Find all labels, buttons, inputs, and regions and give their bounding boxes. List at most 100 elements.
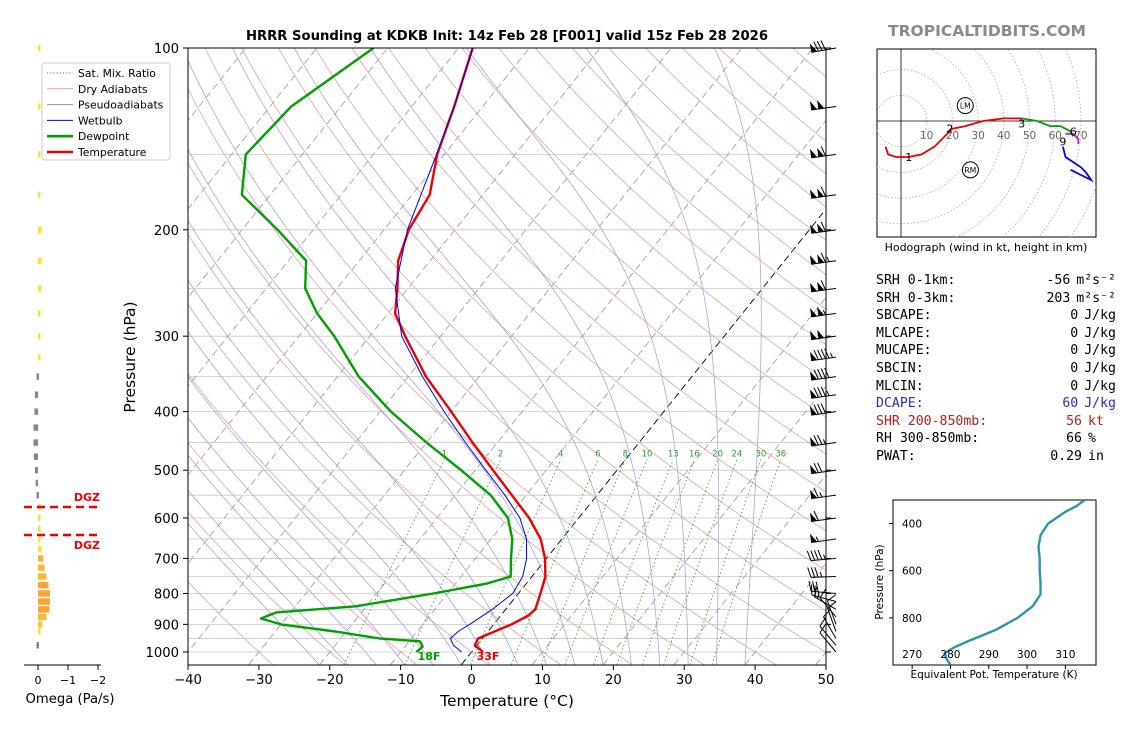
theta-e-ylabel: Pressure (hPa) [874, 544, 886, 619]
barb-flag [820, 146, 826, 157]
omega-bar [36, 491, 39, 499]
omega-bar [33, 453, 38, 460]
mixing-ratio-label: 13 [668, 449, 679, 459]
parameter-value: 0 [1070, 343, 1079, 359]
barb-flag [810, 550, 816, 561]
barb-flag [807, 567, 812, 578]
dry-adiabat-line [461, 48, 826, 381]
barb-pennant [809, 330, 817, 340]
chart-legend: Sat. Mix. Ratio Dry Adiabats Pseudoadiabat… [41, 62, 171, 161]
pseudoadiabat-line [370, 48, 661, 665]
barb-flag [827, 594, 837, 602]
barb-pennant [809, 437, 817, 447]
x-axis-label: Temperature (°C) [439, 692, 574, 710]
mixing-ratio-label: 36 [775, 449, 786, 459]
barb-flag [813, 510, 819, 521]
barb-half-flag [816, 593, 820, 599]
parameter-value: 56 [1066, 413, 1082, 429]
wind-barb [823, 608, 837, 639]
parameter-unit: m²s⁻² [1076, 273, 1116, 288]
barb-flag [817, 368, 823, 379]
omega-bar [38, 226, 42, 234]
barb-flag [813, 404, 819, 415]
wind-barb [809, 348, 837, 362]
mixing-ratio-label: 30 [756, 449, 767, 459]
barb-pennant [809, 224, 817, 234]
isotherm-line [188, 48, 601, 565]
mixing-ratio-label: 4 [558, 449, 563, 459]
parameter-unit: m²s⁻² [1076, 290, 1116, 306]
wind-barb [809, 533, 837, 543]
barb-pennant [809, 464, 817, 474]
y-tick-label: 1000 [145, 646, 179, 661]
omega-bar [38, 581, 49, 589]
isotherm-line [319, 48, 814, 665]
hodograph-height-label: 6 [1070, 125, 1077, 138]
omega-bar [33, 424, 38, 431]
omega-bar [38, 353, 41, 361]
barb-flag [806, 550, 812, 561]
barb-pennant [809, 101, 817, 111]
theta-e-x-tick-label: 310 [1055, 649, 1075, 661]
parameter-value: 0 [1070, 360, 1079, 376]
parameter-row: DCAPE: 60 J/kg [876, 395, 1116, 413]
barb-flag [819, 623, 827, 634]
dry-adiabat-line [424, 48, 826, 418]
barb-flag [817, 403, 823, 414]
wind-barb [809, 367, 837, 381]
x-tick-label: −20 [316, 673, 344, 688]
parameter-row: SHR 200-850mb: 56 kt [876, 413, 1116, 431]
omega-tick-label: −1 [60, 674, 76, 687]
parameter-unit: J/kg [1084, 308, 1116, 324]
legend-label: Pseudoadiabats [78, 99, 164, 112]
omega-bar [35, 479, 39, 487]
barb-half-flag [826, 390, 830, 396]
wind-barb [809, 386, 837, 399]
barb-flag [819, 588, 827, 599]
pseudoadiabat-line [188, 417, 405, 665]
omega-bar [38, 564, 45, 571]
storm-motion-marker [961, 161, 979, 179]
omega-axis-label: Omega (Pa/s) [25, 692, 114, 707]
dry-adiabat-line [188, 581, 274, 665]
theta-e-x-tick-label: 270 [902, 649, 922, 661]
mixing-ratio-label: 20 [712, 449, 723, 459]
parameter-value: -56 [1046, 273, 1071, 288]
parameter-value: 0.29 [1050, 448, 1082, 464]
pseudoadiabat-line [293, 48, 632, 665]
wind-barb [809, 100, 837, 111]
surface-temperature-label: 33F [477, 650, 500, 663]
wind-barb [809, 329, 837, 341]
dry-adiabat-line [188, 511, 345, 665]
wind-barb [809, 221, 837, 234]
barb-pennant [809, 489, 817, 499]
y-tick-label: 900 [154, 618, 179, 633]
omega-bar [38, 535, 41, 543]
theta-e-y-tick-label: 400 [902, 519, 922, 531]
omega-bar [38, 310, 41, 317]
skewt-profiles [240, 48, 547, 653]
skewt-frame [187, 47, 827, 666]
barb-flag [813, 487, 819, 498]
parameter-value: 66 [1066, 431, 1082, 447]
parameter-unit: J/kg [1084, 378, 1116, 394]
barb-flag [820, 221, 826, 232]
wind-barb [826, 601, 837, 632]
parameter-label: PWAT: [876, 448, 916, 464]
y-tick-label: 100 [154, 42, 179, 57]
barb-staff [814, 596, 837, 610]
dry-adiabat-line [498, 48, 826, 346]
omega-bar [38, 257, 42, 264]
hodograph-height-label: 9 [1059, 136, 1066, 149]
skewt-background-lines [188, 48, 826, 665]
omega-bar [38, 514, 41, 522]
wind-barb [809, 186, 837, 199]
parameter-unit: J/kg [1084, 360, 1116, 376]
y-tick-label: 500 [154, 464, 179, 479]
pseudoadiabat-line [188, 59, 576, 665]
parameter-row: SBCIN: 0 J/kg [876, 360, 1116, 378]
barb-pennant [809, 307, 817, 317]
omega-bar [38, 555, 44, 562]
wind-barb [809, 280, 837, 293]
